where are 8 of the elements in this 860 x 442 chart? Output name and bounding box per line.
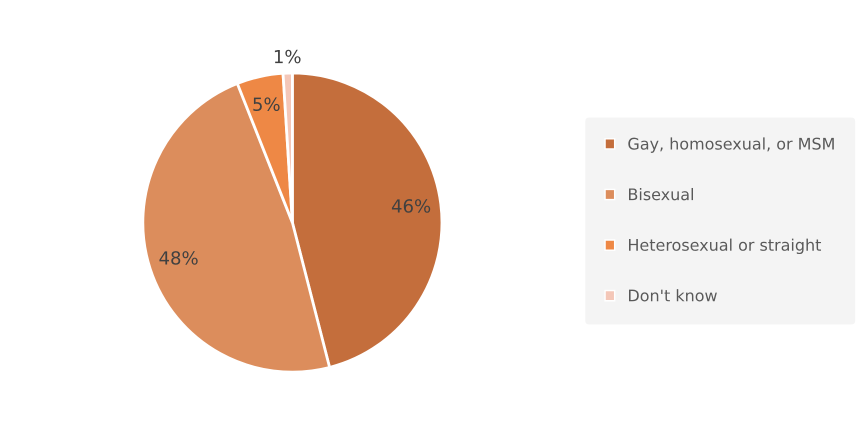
legend-label: Don't know bbox=[629, 289, 717, 302]
legend-label: Bisexual bbox=[629, 188, 693, 200]
data-label: 46% bbox=[392, 199, 430, 213]
data-label: 48% bbox=[159, 251, 198, 265]
legend-label: Gay, homosexual, or MSM bbox=[628, 137, 834, 153]
legend-label: Heterosexual or straight bbox=[629, 238, 822, 254]
data-label: 5% bbox=[253, 97, 280, 112]
data-label: 1% bbox=[274, 50, 301, 64]
